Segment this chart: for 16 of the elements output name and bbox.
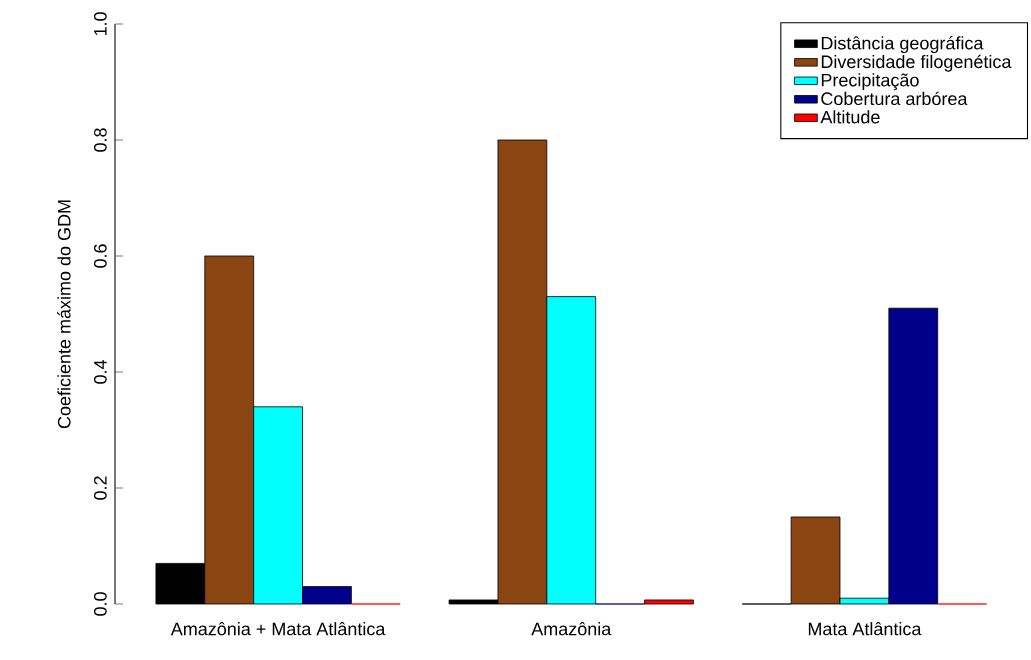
y-tick-label: 0.4 (93, 360, 107, 384)
y-tick-label: 0.8 (93, 128, 107, 152)
legend-label: Altitude (820, 110, 880, 124)
x-tick-label: Mata Atlântica (808, 622, 922, 636)
y-tick-label: 0.2 (93, 476, 107, 500)
y-axis-title: Coeficiente máximo do GDM (57, 200, 71, 429)
x-tick-label: Amazônia (531, 622, 612, 636)
legend-label: Distância geográfica (821, 36, 984, 54)
y-tick-label: 1.0 (93, 12, 107, 36)
y-tick-label: 0.6 (93, 244, 107, 268)
bar (644, 599, 694, 605)
legend-label: Cobertura arbórea (821, 91, 968, 106)
x-tick-label: Amazônia + Mata Atlântica (170, 622, 386, 636)
legend-label: Diversidade filogenética (821, 54, 1012, 72)
y-tick-label: 0.0 (93, 592, 107, 616)
legend-label: Precipitação (821, 73, 919, 91)
